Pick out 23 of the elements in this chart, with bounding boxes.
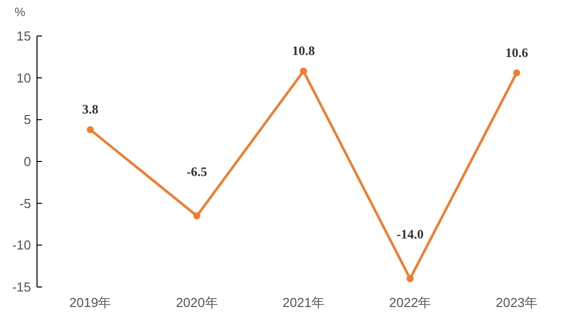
point	[300, 68, 307, 75]
y-tick-label: -10	[12, 238, 31, 253]
text: -6.5	[186, 164, 208, 179]
point	[193, 212, 200, 220]
text: -14.0	[396, 226, 424, 242]
x-tick-label: 2019年	[69, 295, 112, 310]
point	[86, 126, 94, 134]
point	[513, 69, 520, 76]
y-tick-label: 10	[16, 70, 31, 86]
y-tick-label: 5	[24, 112, 31, 128]
x-tick-label: 2023年	[496, 295, 538, 310]
y-tick-label: 15	[16, 28, 31, 44]
y-tick-label: -5	[19, 196, 31, 211]
text: 10.8	[292, 43, 315, 58]
y-tick-label: 0	[24, 154, 31, 170]
x-tick-label: 2020年	[176, 295, 218, 310]
point	[406, 275, 414, 282]
text: 3.8	[82, 102, 98, 117]
x-tick-label: 2022年	[389, 295, 432, 310]
x-tick-label: 2021年	[282, 295, 324, 310]
text: 10.6	[505, 44, 528, 60]
y-axis-title: %	[14, 5, 26, 19]
y-tick-label: -15	[12, 280, 31, 295]
